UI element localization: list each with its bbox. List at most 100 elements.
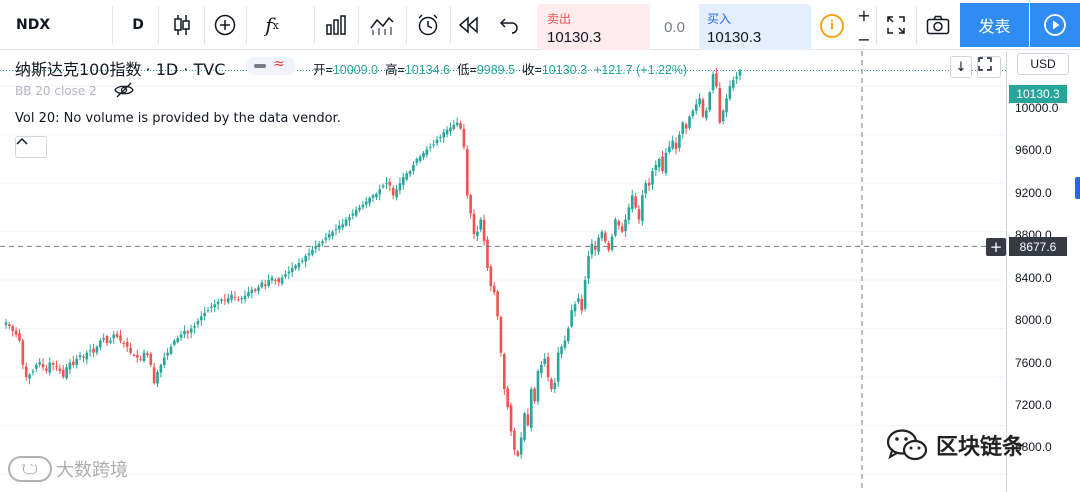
candle	[156, 370, 159, 387]
candle	[718, 82, 722, 125]
candles-icon[interactable]	[162, 0, 202, 50]
candle	[469, 193, 472, 219]
candle	[657, 157, 661, 172]
candle	[98, 338, 102, 351]
candle	[149, 351, 153, 367]
buy-button[interactable]: 买入 10130.3	[699, 4, 811, 50]
candle	[183, 325, 186, 339]
camera-icon[interactable]	[918, 0, 958, 50]
candle	[240, 295, 243, 304]
price-chart[interactable]: 纳斯达克100指数 · 1D · TVC ≈ 开=10009.0 高=10134.6…	[0, 51, 1006, 492]
candle	[162, 352, 166, 368]
candle	[617, 219, 621, 230]
candle	[105, 334, 109, 346]
candle	[297, 258, 301, 272]
watermark-left: (̂‿̂) 大数跨境	[8, 456, 128, 482]
candle	[321, 239, 324, 247]
candle	[405, 171, 408, 182]
candle	[125, 337, 129, 353]
candle	[51, 361, 55, 371]
divider	[876, 6, 877, 44]
alarm-icon[interactable]	[408, 0, 448, 50]
candle	[243, 290, 247, 304]
candle	[381, 183, 385, 189]
candle	[546, 352, 550, 382]
candle	[462, 124, 466, 150]
candle	[435, 136, 439, 146]
candle	[465, 145, 469, 199]
plus-circle-icon[interactable]	[206, 0, 244, 50]
symbol-search[interactable]: NDX	[16, 17, 51, 33]
price-tick: 8400.0	[1015, 271, 1052, 285]
fullscreen-icon[interactable]	[878, 0, 914, 50]
rewind-icon[interactable]	[452, 0, 486, 50]
candle	[122, 340, 126, 348]
quantity-increase-button[interactable]: +	[857, 5, 871, 25]
candle	[459, 120, 462, 130]
price-tick: 9600.0	[1015, 143, 1052, 157]
quantity-decrease-button[interactable]: −	[857, 29, 871, 49]
candle	[442, 128, 446, 143]
candle	[159, 363, 163, 378]
divider	[314, 6, 315, 44]
bollinger-bands-label[interactable]: BB 20 close 2	[15, 84, 97, 98]
sell-button[interactable]: 卖出 10130.3	[537, 4, 650, 50]
candle	[68, 359, 72, 374]
interval-button[interactable]: D	[132, 17, 144, 33]
candle	[735, 71, 738, 84]
candle	[371, 194, 375, 203]
watermark-right: 区块链条	[886, 428, 1024, 462]
side-panel-tab[interactable]	[1075, 177, 1080, 199]
candle	[203, 306, 206, 321]
candle	[226, 293, 230, 305]
candle	[378, 184, 382, 201]
candle	[418, 154, 422, 163]
candle	[721, 108, 725, 125]
candle	[206, 306, 210, 313]
candle	[368, 196, 371, 207]
price-scale[interactable]	[1006, 51, 1080, 492]
candle	[186, 329, 190, 339]
info-icon[interactable]: i	[820, 14, 844, 38]
candle	[479, 217, 483, 233]
candle	[213, 299, 217, 313]
candle	[641, 190, 644, 226]
candle	[590, 239, 594, 259]
candle	[691, 108, 695, 119]
candle	[179, 331, 183, 341]
add-plus-icon[interactable]: +	[986, 238, 1006, 256]
wechat-icon	[886, 429, 928, 461]
candle	[630, 189, 634, 213]
publish-button[interactable]: 发表	[960, 3, 1029, 47]
candle	[284, 270, 287, 279]
price-tick: 6800.0	[1015, 440, 1052, 454]
candle	[324, 232, 328, 244]
fit-scale-icon[interactable]	[977, 56, 1001, 78]
bar-chart-icon[interactable]	[316, 0, 356, 50]
candle	[351, 209, 355, 220]
undo-icon[interactable]	[492, 0, 526, 50]
collapse-legend-button[interactable]	[15, 136, 47, 158]
indicator-icon[interactable]	[360, 0, 404, 50]
candle	[18, 328, 21, 343]
candle	[698, 93, 701, 108]
candle	[667, 141, 671, 154]
candle	[391, 185, 395, 200]
sell-price: 10130.3	[547, 29, 602, 46]
play-icon[interactable]	[1030, 3, 1080, 47]
buy-label: 买入	[707, 12, 732, 26]
candle	[536, 369, 540, 405]
candle	[644, 180, 648, 198]
change-value: +121.7 (+1.22%)	[594, 63, 688, 77]
candle	[364, 196, 368, 209]
legend-toggle-pill[interactable]: ≈	[246, 56, 296, 75]
candle	[614, 217, 617, 238]
currency-selector[interactable]: USD	[1017, 53, 1069, 75]
candles-plot[interactable]	[0, 51, 1006, 492]
arrow-down-icon[interactable]: ↓	[950, 56, 972, 78]
candle	[270, 275, 274, 284]
candle	[620, 222, 624, 234]
minus-icon	[254, 64, 266, 68]
